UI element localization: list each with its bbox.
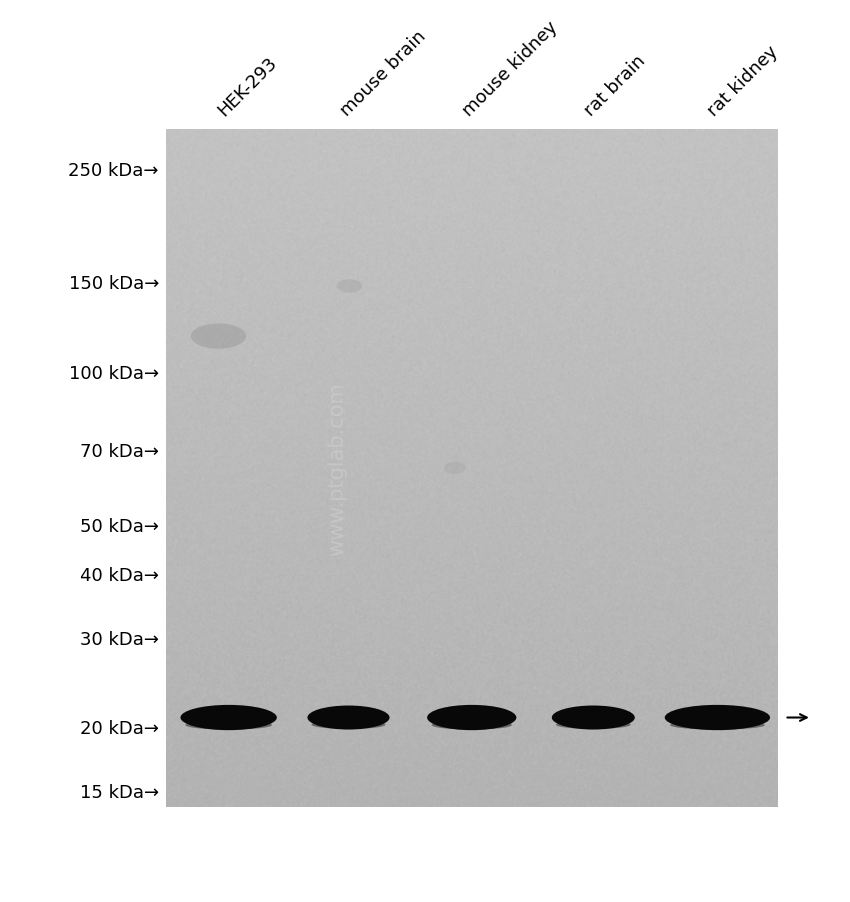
Text: www.ptglab.com: www.ptglab.com [327,382,347,556]
Text: mouse kidney: mouse kidney [459,18,561,120]
Ellipse shape [444,462,466,474]
Text: HEK-293: HEK-293 [214,54,280,120]
Ellipse shape [665,705,770,731]
Ellipse shape [308,705,389,730]
Text: 40 kDa→: 40 kDa→ [80,566,159,584]
Text: 50 kDa→: 50 kDa→ [80,517,159,535]
Ellipse shape [312,721,385,729]
Ellipse shape [337,280,362,293]
Ellipse shape [427,705,516,731]
Text: rat kidney: rat kidney [704,42,781,120]
Text: 70 kDa→: 70 kDa→ [80,443,159,461]
Text: 20 kDa→: 20 kDa→ [80,720,159,738]
Ellipse shape [190,324,246,349]
Text: 30 kDa→: 30 kDa→ [80,630,159,648]
Text: 15 kDa→: 15 kDa→ [80,783,159,801]
Text: rat brain: rat brain [581,52,649,120]
Ellipse shape [552,705,635,730]
Text: 250 kDa→: 250 kDa→ [69,162,159,180]
Ellipse shape [180,705,277,731]
Text: 100 kDa→: 100 kDa→ [69,364,159,382]
Text: 150 kDa→: 150 kDa→ [69,275,159,293]
Ellipse shape [185,721,272,730]
Ellipse shape [432,721,512,730]
Ellipse shape [556,721,631,729]
Text: mouse brain: mouse brain [337,28,429,120]
Ellipse shape [670,721,765,730]
